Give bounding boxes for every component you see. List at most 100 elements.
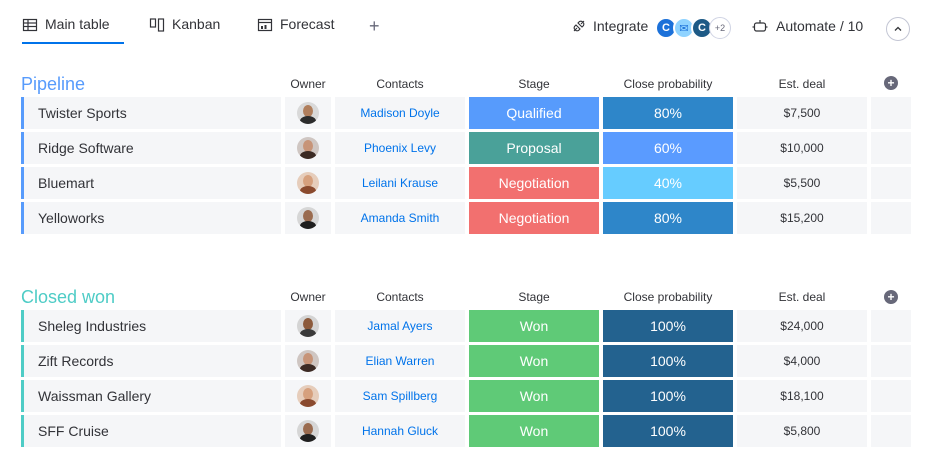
table-row[interactable]: Yelloworks Amanda Smith Negotiation 80% … xyxy=(21,202,911,234)
table-row[interactable]: Bluemart Leilani Krause Negotiation 40% … xyxy=(21,167,911,199)
table-row[interactable]: Sheleg Industries Jamal Ayers Won 100% $… xyxy=(21,310,911,342)
empty-cell xyxy=(871,345,911,377)
close-probability[interactable]: 100% xyxy=(603,345,733,377)
close-probability[interactable]: 100% xyxy=(603,415,733,447)
integrate-label: Integrate xyxy=(593,18,649,34)
add-view-button[interactable]: + xyxy=(369,16,380,36)
tab-kanban[interactable]: Kanban xyxy=(149,16,220,44)
stage-status[interactable]: Negotiation xyxy=(469,202,599,234)
stage-status[interactable]: Won xyxy=(469,310,599,342)
est-deal-value[interactable]: $24,000 xyxy=(737,310,867,342)
robot-icon xyxy=(752,20,768,32)
contact-link[interactable]: Leilani Krause xyxy=(335,167,465,199)
close-probability[interactable]: 100% xyxy=(603,310,733,342)
est-deal-value[interactable]: $7,500 xyxy=(737,97,867,129)
close-probability[interactable]: 80% xyxy=(603,202,733,234)
item-name[interactable]: Bluemart xyxy=(21,167,281,199)
empty-cell xyxy=(871,132,911,164)
tab-label: Kanban xyxy=(172,16,221,32)
avatar xyxy=(297,102,319,124)
owner-cell[interactable] xyxy=(285,132,331,164)
est-deal-value[interactable]: $4,000 xyxy=(737,345,867,377)
chevron-up-icon xyxy=(894,26,902,31)
owner-cell[interactable] xyxy=(285,310,331,342)
contact-link[interactable]: Sam Spillberg xyxy=(335,380,465,412)
board-header: Main table Kanban Forecast + Integrate C… xyxy=(0,0,936,46)
contact-link[interactable]: Hannah Gluck xyxy=(335,415,465,447)
item-name[interactable]: Waissman Gallery xyxy=(21,380,281,412)
table-row[interactable]: Zift Records Elian Warren Won 100% $4,00… xyxy=(21,345,911,377)
est-deal-value[interactable]: $5,500 xyxy=(737,167,867,199)
item-name[interactable]: Zift Records xyxy=(21,345,281,377)
table-row[interactable]: Twister Sports Madison Doyle Qualified 8… xyxy=(21,97,911,129)
contact-link[interactable]: Jamal Ayers xyxy=(335,310,465,342)
stage-status[interactable]: Won xyxy=(469,415,599,447)
tab-forecast[interactable]: Forecast xyxy=(257,16,334,44)
column-header-stage[interactable]: Stage xyxy=(518,77,550,91)
automate-button[interactable]: Automate / 10 xyxy=(752,18,863,34)
item-name[interactable]: Yelloworks xyxy=(21,202,281,234)
avatar xyxy=(297,420,319,442)
empty-cell xyxy=(871,380,911,412)
collapse-header-button[interactable] xyxy=(886,17,910,41)
integrate-button[interactable]: Integrate xyxy=(571,18,648,34)
owner-cell[interactable] xyxy=(285,415,331,447)
contact-link[interactable]: Madison Doyle xyxy=(335,97,465,129)
contact-link[interactable]: Elian Warren xyxy=(335,345,465,377)
contact-link[interactable]: Phoenix Levy xyxy=(335,132,465,164)
add-column-button[interactable]: + xyxy=(884,290,898,304)
owner-cell[interactable] xyxy=(285,345,331,377)
close-probability[interactable]: 100% xyxy=(603,380,733,412)
column-header-close-probability[interactable]: Close probability xyxy=(623,290,713,304)
column-header-contacts[interactable]: Contacts xyxy=(376,77,424,91)
group-title[interactable]: Closed won xyxy=(21,287,116,307)
more-integrations-count: +2 xyxy=(709,17,731,39)
column-header-est-deal[interactable]: Est. deal xyxy=(778,77,826,91)
empty-cell xyxy=(871,202,911,234)
stage-status[interactable]: Qualified xyxy=(469,97,599,129)
column-header-est-deal[interactable]: Est. deal xyxy=(778,290,826,304)
stage-status[interactable]: Proposal xyxy=(469,132,599,164)
owner-cell[interactable] xyxy=(285,380,331,412)
column-header-close-probability[interactable]: Close probability xyxy=(623,77,713,91)
integration-logos[interactable]: C ✉ C +2 xyxy=(655,17,733,41)
table-row[interactable]: Waissman Gallery Sam Spillberg Won 100% … xyxy=(21,380,911,412)
empty-cell xyxy=(871,415,911,447)
close-probability[interactable]: 40% xyxy=(603,167,733,199)
group-title[interactable]: Pipeline xyxy=(21,74,86,94)
contact-link[interactable]: Amanda Smith xyxy=(335,202,465,234)
owner-cell[interactable] xyxy=(285,167,331,199)
integration-logo-icon: C xyxy=(655,17,677,39)
est-deal-value[interactable]: $5,800 xyxy=(737,415,867,447)
close-probability[interactable]: 60% xyxy=(603,132,733,164)
item-name[interactable]: Sheleg Industries xyxy=(21,310,281,342)
item-name[interactable]: Ridge Software xyxy=(21,132,281,164)
avatar xyxy=(297,137,319,159)
stage-status[interactable]: Won xyxy=(469,380,599,412)
column-header-stage[interactable]: Stage xyxy=(518,290,550,304)
stage-status[interactable]: Won xyxy=(469,345,599,377)
stage-status[interactable]: Negotiation xyxy=(469,167,599,199)
plug-icon xyxy=(573,20,585,32)
empty-cell xyxy=(871,167,911,199)
tab-main-table[interactable]: Main table xyxy=(22,16,124,44)
item-name[interactable]: SFF Cruise xyxy=(21,415,281,447)
forecast-icon xyxy=(257,18,273,32)
table-row[interactable]: Ridge Software Phoenix Levy Proposal 60%… xyxy=(21,132,911,164)
item-name[interactable]: Twister Sports xyxy=(21,97,281,129)
column-header-owner[interactable]: Owner xyxy=(290,290,326,304)
owner-cell[interactable] xyxy=(285,97,331,129)
est-deal-value[interactable]: $18,100 xyxy=(737,380,867,412)
est-deal-value[interactable]: $10,000 xyxy=(737,132,867,164)
table-row[interactable]: SFF Cruise Hannah Gluck Won 100% $5,800 xyxy=(21,415,911,447)
owner-cell[interactable] xyxy=(285,202,331,234)
est-deal-value[interactable]: $15,200 xyxy=(737,202,867,234)
column-header-owner[interactable]: Owner xyxy=(290,77,326,91)
avatar xyxy=(297,315,319,337)
column-header-contacts[interactable]: Contacts xyxy=(376,290,424,304)
add-column-button[interactable]: + xyxy=(884,76,898,90)
tab-label: Main table xyxy=(45,16,110,32)
empty-cell xyxy=(871,310,911,342)
kanban-icon xyxy=(149,18,165,32)
close-probability[interactable]: 80% xyxy=(603,97,733,129)
